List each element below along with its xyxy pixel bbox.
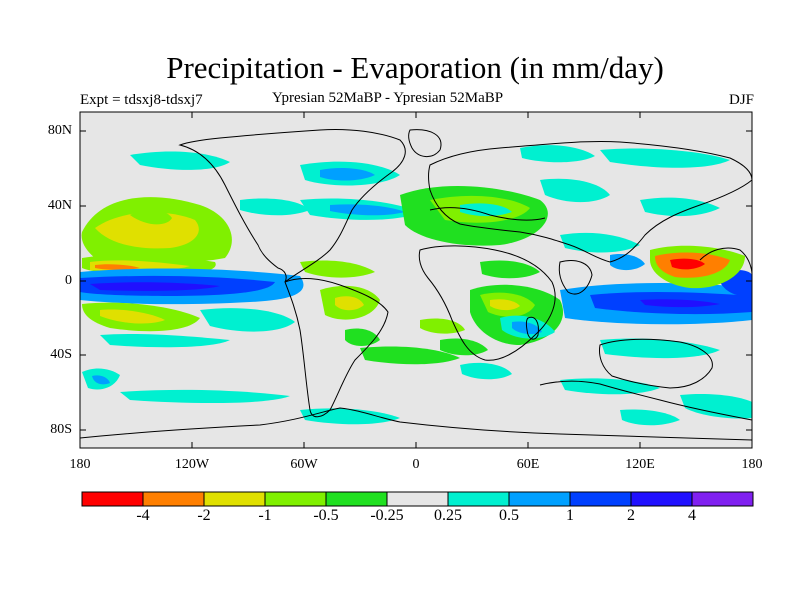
field-patch [90, 282, 220, 291]
colorbar-label: -0.5 [313, 507, 339, 524]
latitude-label: 80S [50, 422, 72, 437]
field-patch [100, 309, 165, 324]
colorbar-label: 4 [688, 507, 696, 524]
experiment-label: Expt = tdsxj8-tdsxj7 [80, 92, 203, 108]
field-patch [440, 338, 488, 356]
field-patch [300, 260, 375, 278]
field-patch [460, 203, 512, 217]
latitude-label: 0 [65, 273, 72, 288]
field-patch [600, 338, 720, 359]
colorbar-label: -4 [136, 507, 150, 524]
colorbar-box [81, 491, 144, 507]
anomaly-field [80, 145, 752, 426]
map-title: Precipitation - Evaporation (in mm/day) [166, 50, 664, 85]
colorbar-box [691, 491, 754, 507]
field-patch [620, 409, 680, 426]
colorbar-label: -1 [258, 507, 272, 524]
coastline-asia-east [699, 247, 752, 276]
field-patch [460, 362, 512, 380]
colorbar-label: -0.25 [370, 507, 404, 524]
coastline-india [558, 260, 593, 295]
colorbar-box [447, 491, 510, 507]
field-patch [330, 204, 405, 216]
colorbar-box [508, 491, 571, 507]
coastline-madagascar [525, 316, 539, 340]
field-patch [130, 151, 230, 170]
colorbar-box [386, 491, 449, 507]
latitude-label: 40N [47, 198, 72, 213]
field-patch [680, 393, 752, 419]
field-patch [240, 198, 310, 216]
colorbar-box [569, 491, 632, 507]
field-patch [610, 254, 645, 271]
colorbar-label: 1 [566, 507, 574, 524]
coastline-north-america [178, 129, 406, 283]
coastlines [80, 129, 752, 441]
coastline-greenland [408, 129, 442, 157]
coastline-tethys [429, 207, 546, 221]
colorbar-box [325, 491, 388, 507]
longitude-label: 60W [290, 457, 318, 472]
longitude-label: 0 [412, 457, 420, 472]
coastline-antarctica [539, 380, 752, 421]
latitude-label: 80N [47, 123, 72, 138]
field-patch [640, 197, 720, 217]
season-label: DJF [728, 92, 754, 108]
field-patch [100, 333, 230, 348]
field-patch [670, 258, 705, 270]
coastline-africa [418, 245, 556, 361]
field-patch [360, 346, 460, 365]
colorbar-label: 0.25 [434, 507, 462, 524]
longitude-label: 180 [69, 457, 91, 472]
longitude-label: 120E [625, 457, 655, 472]
field-patch [320, 167, 375, 181]
field-patch [420, 318, 465, 334]
colorbar [81, 491, 754, 507]
field-patch [300, 408, 400, 425]
field-patch [345, 328, 380, 346]
field-patch [95, 264, 140, 270]
colorbar-label: 0.5 [499, 507, 519, 524]
field-patch [335, 296, 364, 311]
coastline-australia [599, 338, 713, 389]
coastline-antarctica [80, 407, 752, 441]
field-patch [95, 212, 199, 249]
colorbar-box [142, 491, 205, 507]
field-patch [130, 209, 172, 225]
field-patch [520, 145, 595, 163]
latitude-label: 40S [50, 347, 72, 362]
colorbar-box [203, 491, 266, 507]
period-label: Ypresian 52MaBP - Ypresian 52MaBP [272, 90, 504, 106]
field-patch [120, 389, 290, 404]
longitude-label: 120W [174, 457, 210, 472]
field-patch [600, 148, 730, 168]
colorbar-box [630, 491, 693, 507]
field-patch [640, 299, 720, 308]
colorbar-label: -2 [197, 507, 211, 524]
field-patch [92, 375, 110, 385]
longitude-label: 60E [516, 457, 540, 472]
colorbar-box [264, 491, 327, 507]
field-patch [480, 260, 540, 279]
longitude-label: 180 [741, 457, 763, 472]
field-patch [490, 299, 520, 311]
axis-ticks [80, 112, 752, 448]
field-patch [540, 178, 610, 203]
field-patch [560, 232, 640, 253]
field-patch [200, 308, 295, 332]
colorbar-label: 2 [627, 507, 635, 524]
coastline-south-america [284, 277, 389, 418]
coastline-eurasia [428, 141, 752, 263]
